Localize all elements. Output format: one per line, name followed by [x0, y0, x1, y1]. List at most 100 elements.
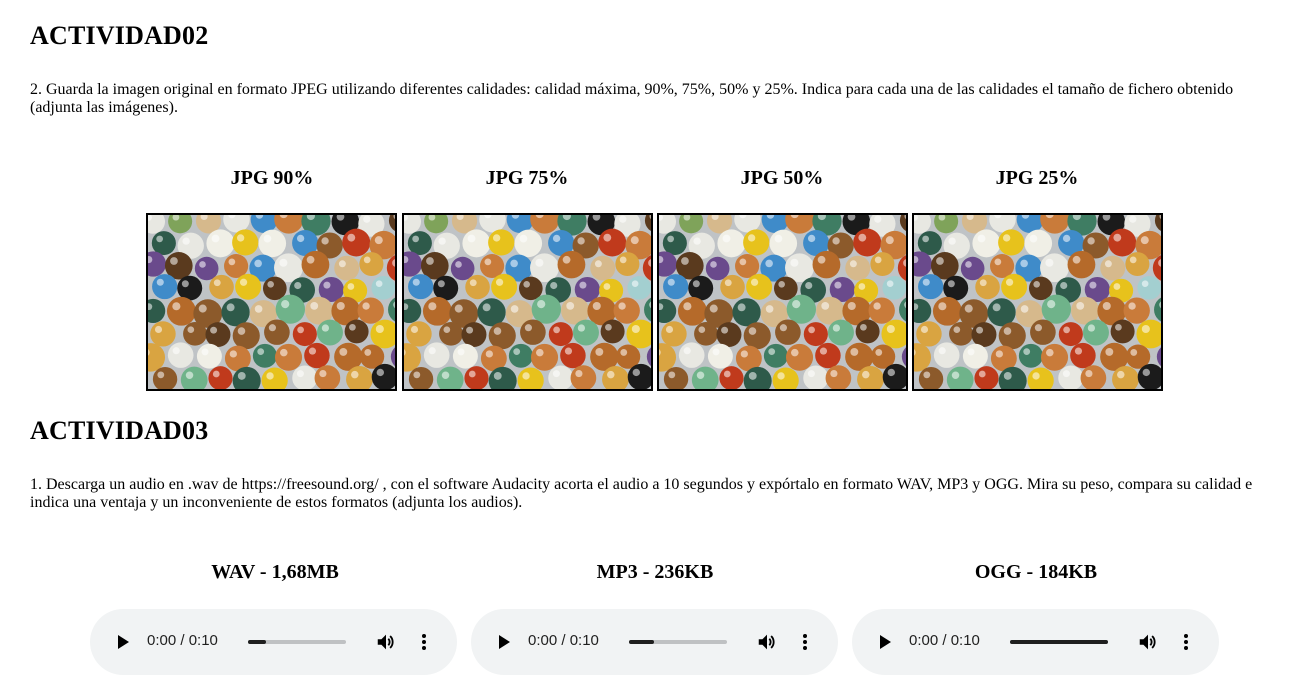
marble	[488, 229, 515, 256]
marble-highlight	[817, 255, 826, 264]
marble-highlight	[456, 215, 464, 221]
marble	[404, 343, 422, 372]
marble-highlight	[296, 234, 305, 243]
task-description-actividad02: 2. Guarda la imagen original en formato …	[30, 81, 1234, 116]
marble-highlight	[938, 347, 946, 355]
marble	[183, 322, 207, 346]
marble-highlight	[484, 215, 492, 219]
marble-highlight	[594, 260, 602, 268]
marble-highlight	[1141, 324, 1150, 334]
marble-highlight	[681, 257, 689, 265]
play-icon[interactable]	[118, 635, 129, 649]
marble-highlight	[413, 371, 421, 379]
marble	[646, 347, 651, 367]
marble-highlight	[747, 234, 756, 242]
marble-highlight	[830, 369, 838, 378]
marble-highlight	[1045, 258, 1054, 267]
marble	[1040, 215, 1070, 234]
marble-highlight	[765, 305, 774, 313]
image-caption-jpg25: JPG 25%	[995, 167, 1079, 189]
marble-highlight	[437, 280, 445, 288]
audio-player-wav[interactable]: 0:00 / 0:10	[90, 609, 457, 675]
marble	[662, 231, 687, 256]
marble-highlight	[790, 215, 799, 219]
marble-highlight	[1113, 233, 1122, 242]
marble-highlight	[692, 280, 700, 288]
marble-highlight	[850, 347, 859, 356]
marble	[914, 251, 933, 277]
marble	[914, 343, 932, 372]
marble-highlight	[862, 370, 870, 379]
marble	[557, 250, 586, 279]
marble-highlight	[550, 281, 558, 290]
marble-highlight	[1002, 234, 1011, 242]
marble-highlight	[659, 256, 664, 264]
marble	[916, 321, 942, 347]
marble	[914, 298, 932, 323]
marble	[590, 255, 616, 281]
marble-highlight	[263, 234, 272, 243]
marble-highlight	[228, 258, 236, 266]
marble-highlight	[938, 302, 947, 311]
marble	[232, 229, 259, 256]
marble	[1070, 342, 1096, 369]
marble-highlight	[306, 255, 315, 264]
audio-player-ogg[interactable]: 0:00 / 0:10	[852, 609, 1219, 675]
marble	[1154, 215, 1161, 232]
marble	[627, 276, 651, 300]
marble-highlight	[947, 280, 955, 288]
marble	[855, 319, 880, 344]
marble-highlight	[920, 325, 929, 334]
marble	[404, 215, 422, 234]
more-options-icon[interactable]	[800, 631, 810, 653]
marble-highlight	[375, 324, 384, 334]
marble-highlight	[495, 278, 504, 286]
seek-bar[interactable]	[248, 640, 346, 644]
marble-highlight	[683, 302, 692, 311]
task-description-actividad03: 1. Descarga un audio en .wav de https://…	[30, 476, 1253, 511]
marble	[971, 322, 997, 347]
marble-highlight	[874, 256, 882, 264]
marble-highlight	[847, 215, 856, 221]
marble	[763, 343, 788, 368]
more-options-icon[interactable]	[1181, 631, 1191, 653]
marble-highlight	[665, 325, 674, 334]
audio-player-mp3[interactable]: 0:00 / 0:10	[471, 609, 838, 675]
marble	[975, 274, 1000, 300]
marble-highlight	[1140, 236, 1149, 245]
marble-highlight	[482, 303, 491, 312]
marble-highlight	[1076, 301, 1085, 310]
volume-icon[interactable]	[756, 631, 778, 653]
marble-highlight	[321, 237, 329, 245]
more-options-icon[interactable]	[419, 631, 429, 653]
marble	[769, 229, 798, 258]
volume-icon[interactable]	[1137, 631, 1159, 653]
marble-highlight	[807, 234, 816, 243]
section-heading-actividad02: ACTIVIDAD02	[30, 21, 209, 50]
marble	[514, 229, 543, 258]
marble-highlight	[577, 237, 585, 245]
marble-highlight	[948, 237, 956, 245]
marble	[223, 215, 250, 233]
marble-highlight	[1159, 215, 1161, 220]
marble	[301, 250, 330, 279]
marble-highlight	[535, 348, 544, 357]
marble	[598, 228, 627, 257]
seek-bar[interactable]	[629, 640, 727, 644]
marble-highlight	[438, 237, 446, 245]
seek-bar[interactable]	[1010, 640, 1108, 644]
marble-highlight	[992, 303, 1001, 312]
marble-highlight	[1087, 324, 1096, 332]
play-icon[interactable]	[499, 635, 510, 649]
marble	[404, 298, 422, 323]
marble	[775, 319, 801, 345]
play-icon[interactable]	[880, 635, 891, 649]
marble	[388, 215, 395, 232]
marble-highlight	[722, 234, 731, 243]
marble	[998, 229, 1025, 256]
marble-highlight	[185, 371, 194, 379]
volume-icon[interactable]	[375, 631, 397, 653]
marble-highlight	[524, 324, 532, 332]
marble-highlight	[805, 281, 813, 290]
marble-highlight	[1105, 347, 1114, 356]
